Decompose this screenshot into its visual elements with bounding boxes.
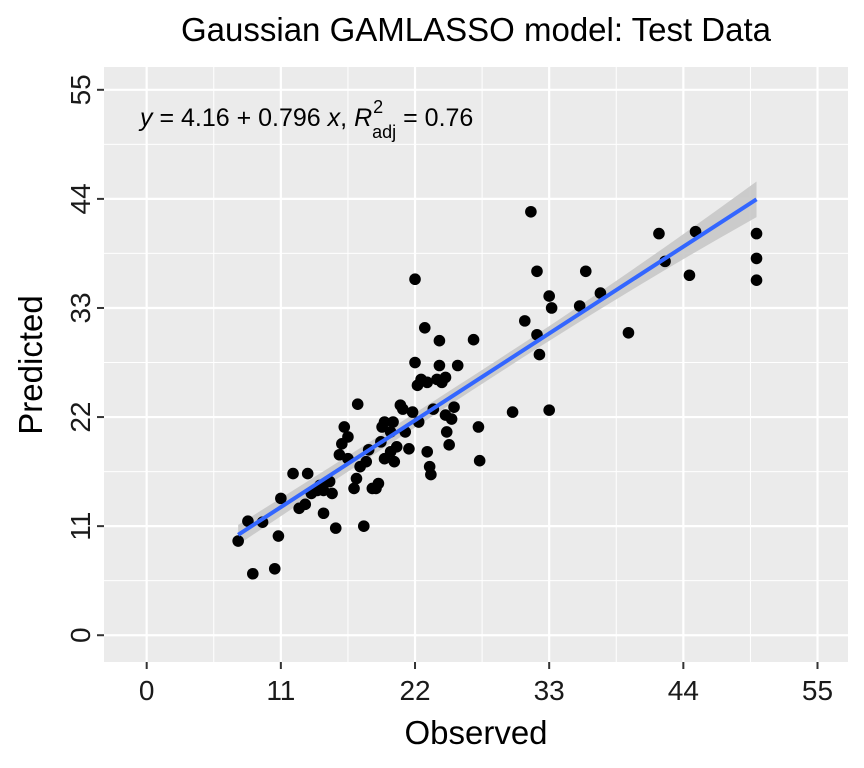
data-point <box>406 406 419 418</box>
eq-sup: 2 <box>373 97 383 117</box>
data-point <box>268 562 281 575</box>
eq-val: = 0.76 <box>396 104 473 132</box>
data-point <box>543 290 555 302</box>
data-point <box>390 441 403 453</box>
y-axis-title: Predicted <box>12 295 49 434</box>
data-point <box>272 530 285 542</box>
data-point <box>421 376 434 389</box>
data-point <box>448 401 460 413</box>
data-point <box>409 273 421 286</box>
data-point <box>750 274 763 287</box>
data-point <box>247 567 259 580</box>
fit-line <box>237 197 758 537</box>
eq-x: x <box>327 104 342 132</box>
data-point <box>378 416 391 428</box>
eq-sep: , <box>340 104 354 132</box>
data-point <box>409 356 421 369</box>
data-point <box>338 421 351 433</box>
data-point <box>326 487 338 500</box>
x-axis: 0 11 22 33 44 55 <box>139 662 833 706</box>
data-point <box>433 334 446 347</box>
data-point <box>531 265 543 278</box>
x-tick-label: 0 <box>139 675 155 706</box>
y-tick-label: 44 <box>65 183 96 214</box>
data-point <box>467 333 480 346</box>
data-point <box>350 472 363 485</box>
data-point <box>533 348 546 361</box>
data-point <box>275 492 287 505</box>
x-tick-label: 11 <box>266 675 295 706</box>
x-axis-title: Observed <box>404 714 547 751</box>
y-tick-label: 55 <box>65 74 96 105</box>
data-point <box>472 421 485 433</box>
data-point <box>433 359 446 372</box>
data-point <box>445 413 458 425</box>
data-point <box>473 454 486 467</box>
data-point <box>360 455 373 468</box>
eq-r: R <box>354 104 372 132</box>
y-tick-label: 33 <box>65 292 96 323</box>
data-point <box>440 426 453 438</box>
y-tick-label: 11 <box>65 512 96 541</box>
x-tick-label: 44 <box>668 675 699 706</box>
data-point <box>579 265 592 278</box>
data-point <box>287 467 299 480</box>
data-point <box>622 326 635 339</box>
data-point <box>443 439 455 451</box>
data-point <box>418 322 431 334</box>
regression-equation: y = 4.16 + 0.796 x, R2 adj = 0.76 <box>138 97 473 142</box>
data-point <box>543 404 555 416</box>
data-point <box>683 269 696 282</box>
data-point <box>299 498 312 511</box>
chart-title: Gaussian GAMLASSO model: Test Data <box>181 11 772 48</box>
eq-y: y <box>138 104 154 132</box>
y-tick-label: 0 <box>65 627 96 643</box>
data-point <box>750 227 763 240</box>
data-point <box>387 416 399 428</box>
data-point <box>506 406 519 418</box>
data-point <box>372 477 385 490</box>
data-point <box>425 468 437 481</box>
data-point <box>348 482 360 495</box>
grid-minor <box>104 67 848 662</box>
eq-rhs: = 4.16 + 0.796 <box>153 104 328 132</box>
data-point <box>750 252 763 265</box>
data-point <box>342 431 354 443</box>
x-tick-label: 55 <box>802 675 833 706</box>
data-point <box>317 507 330 520</box>
data-point <box>351 398 364 410</box>
data-point <box>397 403 409 415</box>
data-point <box>525 205 537 218</box>
data-point <box>357 520 370 532</box>
data-point <box>242 515 254 527</box>
data-point <box>403 442 415 455</box>
y-tick-label: 22 <box>65 401 96 432</box>
data-point <box>545 302 558 314</box>
data-point <box>232 535 244 547</box>
data-point <box>439 371 452 384</box>
x-tick-label: 22 <box>399 675 430 706</box>
data-point <box>388 455 401 468</box>
y-axis: 0 11 22 33 44 55 <box>65 74 104 643</box>
data-point <box>301 467 314 480</box>
fit-line-layer <box>237 197 758 537</box>
x-tick-label: 33 <box>534 675 565 706</box>
data-point <box>573 300 586 312</box>
data-point <box>421 445 434 458</box>
data-point <box>518 315 531 327</box>
data-point <box>451 359 464 372</box>
data-point <box>653 227 665 240</box>
data-point <box>594 287 607 299</box>
plot-panel <box>104 67 848 662</box>
data-point <box>329 522 342 534</box>
eq-sub: adj <box>372 122 396 142</box>
